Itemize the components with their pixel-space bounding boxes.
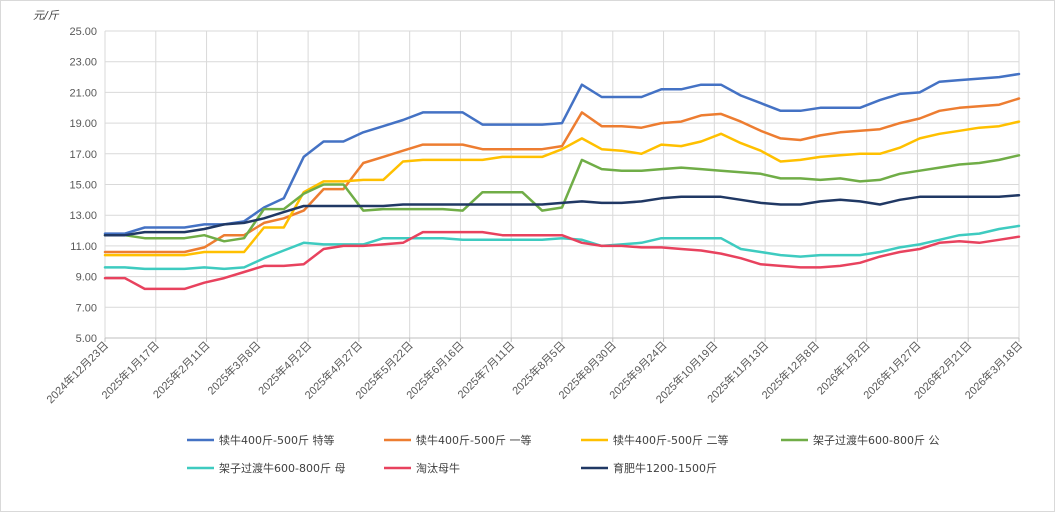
legend: 犊牛400斤-500斤 特等 犊牛400斤-500斤 一等 犊牛400斤-500斤 … — [187, 433, 939, 475]
legend-item-1[interactable]: 犊牛400斤-500斤 特等 — [187, 433, 334, 447]
x-tick-label: 2025年3月8日 — [204, 338, 263, 397]
y-tick-label: 11.00 — [70, 241, 97, 253]
legend-item-6[interactable]: 淘汰母牛 — [384, 461, 460, 475]
x-tick-label: 2025年4月2日 — [255, 338, 314, 397]
y-tick-label: 19.00 — [69, 118, 97, 130]
y-tick-label: 5.00 — [76, 333, 97, 345]
y-unit-label: 元/斤 — [33, 9, 60, 22]
legend-item-4[interactable]: 架子过渡牛600-800斤 公 — [781, 433, 939, 447]
series-line-7 — [103, 193, 1021, 237]
series-lines — [103, 72, 1021, 291]
y-tick-label: 13.00 — [69, 210, 97, 222]
series-line-3 — [103, 120, 1021, 257]
y-tick-label: 21.00 — [69, 87, 97, 99]
legend-label: 犊牛400斤-500斤 特等 — [219, 433, 334, 447]
series-line-6 — [103, 230, 1021, 291]
series-line-2 — [103, 97, 1021, 254]
legend-item-7[interactable]: 育肥牛1200-1500斤 — [581, 461, 717, 475]
y-tick-label: 15.00 — [69, 180, 97, 192]
y-tick-label: 9.00 — [76, 272, 97, 284]
legend-label: 架子过渡牛600-800斤 公 — [813, 433, 939, 447]
legend-item-2[interactable]: 犊牛400斤-500斤 一等 — [384, 433, 531, 447]
legend-item-3[interactable]: 犊牛400斤-500斤 二等 — [581, 433, 728, 447]
y-tick-label: 25.00 — [69, 26, 97, 38]
legend-label: 犊牛400斤-500斤 二等 — [613, 433, 728, 447]
gridlines — [104, 30, 1020, 339]
y-tick-label: 23.00 — [69, 57, 97, 69]
axes: 5.00 7.00 9.00 11.00 13.00 15.00 17.00 19.00 21.… — [43, 26, 1025, 406]
series-line-5 — [103, 224, 1021, 271]
x-tick-label: 2024年12月23日 — [43, 338, 111, 406]
series-line-1 — [103, 72, 1021, 235]
legend-item-5[interactable]: 架子过渡牛600-800斤 母 — [187, 461, 345, 475]
x-tick-label: 2025年8月5日 — [509, 338, 568, 397]
legend-label: 育肥牛1200-1500斤 — [613, 461, 717, 475]
y-tick-label: 17.00 — [69, 149, 97, 161]
x-tick-label: 2026年1月2日 — [814, 338, 873, 397]
legend-label: 淘汰母牛 — [416, 461, 460, 475]
y-tick-label: 7.00 — [76, 302, 97, 314]
legend-label: 架子过渡牛600-800斤 母 — [219, 461, 345, 475]
legend-label: 犊牛400斤-500斤 一等 — [416, 433, 531, 447]
